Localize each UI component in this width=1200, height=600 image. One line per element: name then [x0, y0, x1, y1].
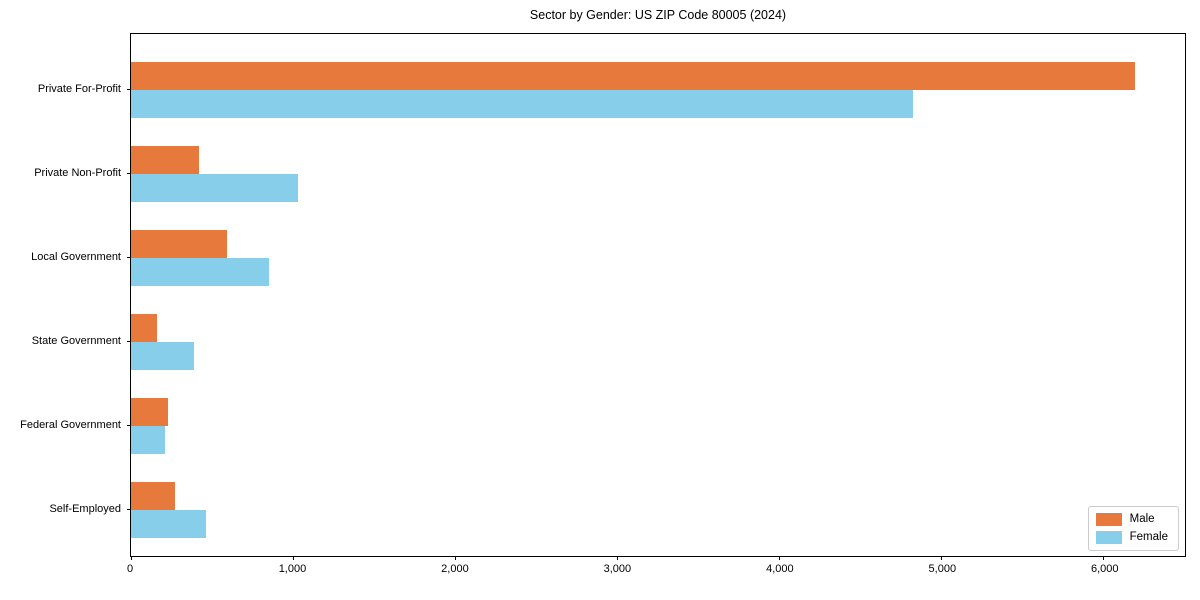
y-category-label-private-non-profit: Private Non-Profit [34, 167, 121, 179]
y-category-label-state-government: State Government [31, 335, 121, 347]
plot-area [127, 33, 1186, 560]
x-axis-labels: 0 1,000 2,000 3,000 4,000 5,000 6,000 [126, 562, 1186, 578]
bar-male-self-employed [131, 482, 175, 510]
y-axis-tick [127, 425, 131, 426]
x-axis-tick [779, 556, 781, 560]
bar-male-local-government [131, 230, 227, 258]
bar-female-private-for-profit [131, 90, 913, 118]
y-axis-tick [127, 341, 131, 342]
y-axis-tick [127, 509, 131, 510]
bar-female-state-government [131, 342, 195, 370]
legend-swatch-male-icon [1095, 513, 1122, 526]
y-axis-tick [127, 173, 131, 174]
y-category-label-federal-government: Federal Government [20, 419, 121, 431]
chart-title: Sector by Gender: US ZIP Code 80005 (202… [529, 8, 787, 22]
x-tick-label-2-000: 2,000 [441, 563, 469, 575]
y-axis-tick [127, 257, 131, 258]
legend-label-female: Female [1129, 531, 1168, 543]
bar-female-federal-government [131, 426, 166, 454]
legend: Male Female [1087, 506, 1179, 551]
bar-female-self-employed [131, 510, 206, 538]
legend-item-female: Female [1095, 531, 1168, 544]
legend-swatch-female-icon [1095, 531, 1122, 544]
x-tick-label-5-000: 5,000 [928, 563, 957, 575]
bar-male-private-for-profit [131, 62, 1135, 90]
x-tick-label-0: 0 [126, 563, 134, 575]
bar-male-private-non-profit [131, 146, 200, 174]
x-tick-label-1-000: 1,000 [278, 563, 307, 575]
x-axis-tick [130, 556, 132, 560]
x-tick-label-6-000: 6,000 [1091, 563, 1119, 575]
bar-male-federal-government [131, 398, 169, 426]
y-category-label-local-government: Local Government [31, 251, 121, 263]
x-axis-tick [941, 556, 943, 560]
x-axis-tick [454, 556, 456, 560]
y-axis-labels: Private For-Profit Private Non-Profit Loca… [0, 33, 121, 557]
x-axis-tick [292, 556, 294, 560]
x-tick-label-3-000: 3,000 [603, 563, 632, 575]
legend-item-male: Male [1095, 513, 1168, 526]
bar-female-local-government [131, 258, 269, 286]
legend-label-male: Male [1129, 513, 1155, 525]
y-category-label-private-for-profit: Private For-Profit [37, 83, 121, 95]
x-axis-tick [1103, 556, 1105, 560]
y-category-label-self-employed: Self-Employed [49, 503, 121, 515]
y-axis-tick [127, 89, 131, 90]
x-axis-tick [616, 556, 618, 560]
bar-female-private-non-profit [131, 174, 299, 202]
bar-male-state-government [131, 314, 157, 342]
x-tick-label-4-000: 4,000 [766, 563, 794, 575]
